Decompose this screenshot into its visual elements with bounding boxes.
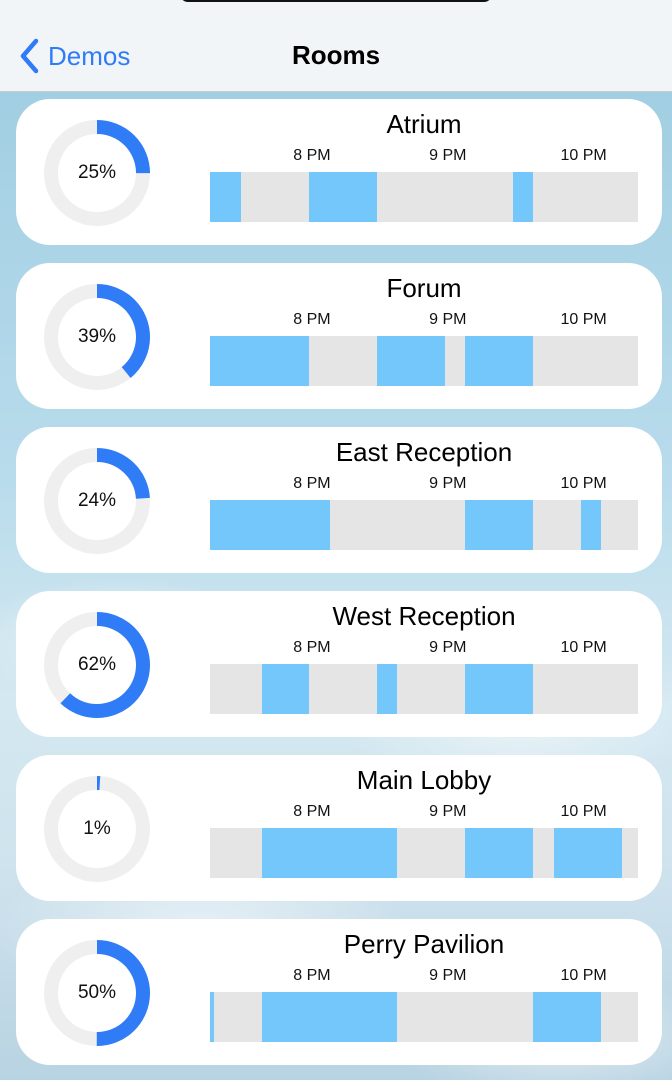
booking-segment	[261, 828, 398, 878]
booking-segment	[309, 172, 378, 222]
time-tick-label: 8 PM	[293, 475, 331, 492]
booking-segment	[465, 828, 534, 878]
ring-progress	[44, 940, 150, 1046]
time-tick-label: 9 PM	[429, 803, 467, 820]
room-name: Forum	[386, 273, 462, 303]
occupancy-percent: 25%	[77, 162, 117, 183]
time-axis: 8 PM 9 PM 10 PM	[210, 147, 638, 169]
time-tick-label: 8 PM	[293, 639, 331, 656]
back-button-label: Demos	[48, 40, 131, 71]
ring-progress	[44, 612, 150, 718]
occupancy-ring: 50%	[38, 934, 156, 1052]
room-name: West Reception	[332, 601, 516, 631]
time-axis: 8 PM 9 PM 10 PM	[210, 639, 638, 661]
booking-segment	[465, 664, 534, 714]
device-notch	[180, 0, 492, 2]
booking-timeline	[210, 172, 638, 222]
room-card[interactable]: 50% Perry Pavilion 8 PM 9 PM 10 PM	[16, 919, 662, 1065]
time-tick-label: 10 PM	[560, 147, 607, 164]
booking-segment	[553, 828, 622, 878]
time-axis: 8 PM 9 PM 10 PM	[210, 311, 638, 333]
occupancy-percent: 24%	[77, 490, 117, 511]
room-card[interactable]: 25% Atrium 8 PM 9 PM 10 PM	[16, 99, 662, 245]
room-name: Atrium	[386, 109, 462, 139]
booking-segment	[210, 500, 330, 550]
time-tick-label: 8 PM	[293, 311, 331, 328]
room-name: Main Lobby	[356, 765, 492, 795]
time-tick-label: 9 PM	[429, 147, 467, 164]
booking-segment	[377, 664, 398, 714]
booking-segment	[512, 172, 534, 222]
room-name: Perry Pavilion	[343, 929, 505, 959]
room-card[interactable]: 1% Main Lobby 8 PM 9 PM 10 PM	[16, 755, 662, 901]
ring-progress	[44, 448, 150, 554]
room-name: East Reception	[335, 437, 513, 467]
time-tick-label: 9 PM	[429, 967, 467, 984]
time-tick-label: 8 PM	[293, 147, 331, 164]
booking-segment	[210, 172, 242, 222]
time-tick-label: 8 PM	[293, 803, 331, 820]
page-title: Rooms	[291, 40, 381, 70]
booking-timeline	[210, 992, 638, 1042]
occupancy-ring: 24%	[38, 442, 156, 560]
time-tick-label: 8 PM	[293, 967, 331, 984]
booking-timeline	[210, 336, 638, 386]
chevron-left-icon	[20, 38, 39, 74]
time-tick-label: 9 PM	[429, 639, 467, 656]
booking-segment	[210, 992, 215, 1042]
ring-progress	[44, 776, 150, 882]
occupancy-percent: 62%	[77, 654, 117, 675]
booking-timeline	[210, 500, 638, 550]
time-axis: 8 PM 9 PM 10 PM	[210, 475, 638, 497]
booking-segment	[533, 992, 602, 1042]
navigation-bar: Demos Rooms	[0, 0, 672, 92]
ring-progress	[44, 284, 150, 390]
occupancy-percent: 50%	[77, 982, 117, 1003]
room-card[interactable]: 24% East Reception 8 PM 9 PM 10 PM	[16, 427, 662, 573]
booking-timeline	[210, 664, 638, 714]
time-axis: 8 PM 9 PM 10 PM	[210, 803, 638, 825]
room-card[interactable]: 62% West Reception 8 PM 9 PM 10 PM	[16, 591, 662, 737]
back-button[interactable]: Demos	[18, 36, 130, 76]
booking-segment	[261, 992, 398, 1042]
occupancy-ring: 1%	[38, 770, 156, 888]
time-tick-label: 9 PM	[429, 311, 467, 328]
time-tick-label: 10 PM	[560, 639, 607, 656]
booking-segment	[465, 500, 534, 550]
room-list: 25% Atrium 8 PM 9 PM 10 PM 39% Forum 8 PM 9 PM 10…	[16, 99, 662, 1080]
booking-segment	[210, 336, 310, 386]
time-tick-label: 10 PM	[560, 803, 607, 820]
time-tick-label: 10 PM	[560, 311, 607, 328]
occupancy-ring: 25%	[38, 114, 156, 232]
time-axis: 8 PM 9 PM 10 PM	[210, 967, 638, 989]
time-tick-label: 10 PM	[560, 475, 607, 492]
booking-segment	[261, 664, 310, 714]
time-tick-label: 10 PM	[560, 967, 607, 984]
booking-segment	[377, 336, 446, 386]
ring-progress	[44, 120, 150, 226]
occupancy-percent: 1%	[83, 818, 111, 839]
time-tick-label: 9 PM	[429, 475, 467, 492]
booking-segment	[465, 336, 534, 386]
booking-timeline	[210, 828, 638, 878]
occupancy-ring: 62%	[38, 606, 156, 724]
occupancy-ring: 39%	[38, 278, 156, 396]
room-card[interactable]: 39% Forum 8 PM 9 PM 10 PM	[16, 263, 662, 409]
booking-segment	[580, 500, 602, 550]
occupancy-percent: 39%	[77, 326, 117, 347]
